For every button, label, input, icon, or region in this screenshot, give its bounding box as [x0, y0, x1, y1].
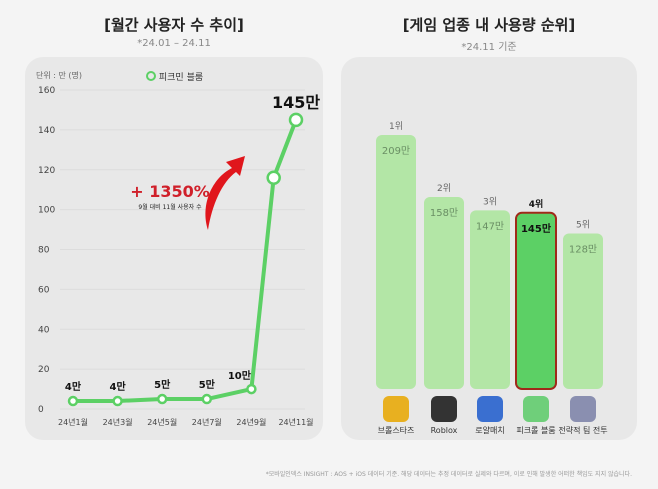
y-tick-label: 40 [38, 325, 50, 335]
value-label: 209만 [382, 145, 410, 157]
bar [470, 210, 510, 389]
rank-label: 2위 [437, 183, 451, 194]
data-point [201, 393, 213, 405]
bar [424, 196, 464, 389]
rank-label: 3위 [483, 196, 497, 207]
x-tick-label: 24년11월 [278, 417, 313, 427]
unit-label: 단위 : 만 (명) [36, 71, 83, 80]
data-point [156, 393, 168, 405]
app-icon [383, 396, 409, 422]
annotation-text: + 1350% [130, 182, 210, 201]
y-tick-label: 80 [38, 246, 50, 256]
data-point [112, 395, 123, 407]
data-label: 4만 [110, 380, 127, 393]
data-label: 145만 [272, 93, 320, 112]
x-tick-label: 24년1월 [58, 417, 88, 427]
data-label: 5만 [154, 378, 171, 391]
footer-note: *모바일인덱스 INSIGHT : AOS + iOS 데이터 기준. 해당 데… [265, 471, 632, 478]
y-tick-label: 0 [38, 405, 44, 415]
data-label: 4만 [65, 380, 82, 393]
x-tick-label: 24년7월 [192, 417, 222, 427]
rank-label: 1위 [389, 121, 403, 132]
y-tick-label: 60 [38, 285, 50, 295]
bar [376, 135, 416, 389]
line-chart-subtitle: *24.01 – 24.11 [137, 38, 211, 49]
data-point [246, 383, 257, 395]
category-label: 로얄매치 [475, 425, 504, 435]
category-label: 브롤스타즈 [378, 426, 415, 435]
app-icon [431, 396, 457, 422]
category-label: Roblox [431, 426, 458, 435]
y-tick-label: 100 [38, 206, 55, 216]
annotation-subtext: 9월 대비 11월 사용자 수 [138, 204, 202, 211]
category-label: 전략적 팀 전투 [558, 425, 607, 435]
bar [515, 211, 557, 390]
legend-label: 피크민 블룸 [158, 73, 204, 83]
bar-chart-subtitle: *24.11 기준 [461, 42, 517, 53]
line-chart-panel [25, 57, 323, 440]
app-icon [523, 396, 549, 422]
value-label: 145만 [521, 222, 552, 235]
y-tick-label: 160 [38, 86, 55, 96]
legend: 피크민 블룸 [146, 70, 203, 83]
value-label: 128만 [569, 243, 597, 255]
series-line [73, 119, 298, 404]
x-tick-label: 24년9월 [236, 417, 266, 427]
value-label: 147만 [476, 220, 504, 232]
data-label: 10만 [228, 369, 252, 382]
data-point [288, 112, 304, 128]
growth-arrow-icon [205, 156, 245, 230]
value-label: 158만 [430, 207, 458, 219]
app-icon [570, 396, 596, 422]
data-label: 5만 [199, 378, 216, 391]
app-icon [477, 396, 503, 422]
y-tick-label: 120 [38, 166, 55, 176]
y-tick-label: 20 [38, 365, 50, 375]
data-point [266, 170, 281, 185]
y-tick-label: 140 [38, 126, 55, 136]
bar [563, 233, 603, 389]
rank-label: 5위 [576, 219, 590, 230]
rank-label: 4위 [529, 198, 544, 210]
legend-marker-icon [146, 71, 156, 81]
line-chart-title: [월간 사용자 수 추이] [104, 16, 244, 34]
x-tick-label: 24년3월 [103, 417, 133, 427]
data-point [67, 395, 79, 407]
category-label: 피크롤 블룸 [516, 425, 555, 435]
x-tick-label: 24년5월 [147, 417, 177, 427]
bar-chart-title: [게임 업종 내 사용량 순위] [402, 16, 576, 34]
